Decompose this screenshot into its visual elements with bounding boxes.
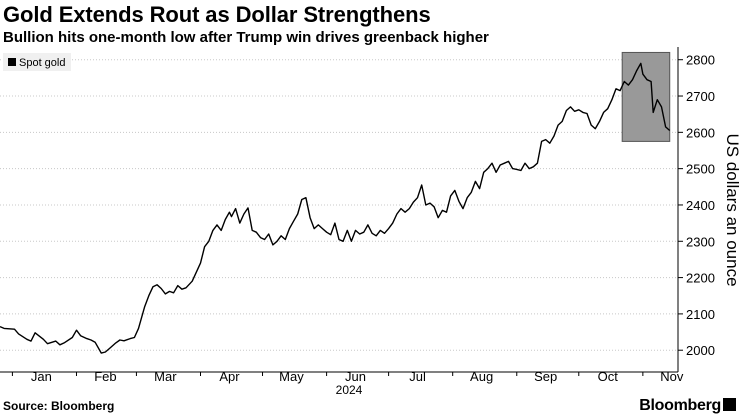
y-tick-label: 2400 bbox=[686, 198, 715, 213]
x-tick-label: Apr bbox=[219, 369, 240, 384]
x-tick-label: Mar bbox=[154, 369, 177, 384]
y-tick-label: 2700 bbox=[686, 89, 715, 104]
legend-box bbox=[3, 53, 71, 71]
highlight-box bbox=[621, 51, 671, 142]
x-tick-label: Oct bbox=[598, 369, 619, 384]
x-tick-label: Feb bbox=[94, 369, 116, 384]
x-tick-label: Nov bbox=[660, 369, 684, 384]
bloomberg-square-icon bbox=[723, 398, 736, 411]
x-tick-label: Aug bbox=[470, 369, 493, 384]
bloomberg-logo: Bloomberg bbox=[639, 397, 736, 415]
legend: Spot gold bbox=[3, 53, 71, 71]
y-tick-label: 2200 bbox=[686, 271, 715, 286]
grid-lines bbox=[0, 59, 678, 351]
y-tick-label: 2000 bbox=[686, 343, 715, 358]
chart-title: Gold Extends Rout as Dollar Strengthens bbox=[3, 2, 431, 27]
x-tick-label: Jun bbox=[345, 369, 366, 384]
chart-subtitle: Bullion hits one-month low after Trump w… bbox=[3, 29, 489, 46]
y-axis-title: US dollars an ounce bbox=[723, 133, 740, 286]
y-tick-label: 2600 bbox=[686, 125, 715, 140]
legend-swatch bbox=[8, 58, 16, 66]
y-tick-label: 2800 bbox=[686, 53, 715, 68]
axes: 2000 2100 2200 2300 2400 2500 2600 2700 2800 Jan F… bbox=[0, 47, 715, 384]
source-note: Source: Bloomberg bbox=[3, 399, 115, 413]
y-tick-label: 2500 bbox=[686, 162, 715, 177]
x-tick-label: Jul bbox=[409, 369, 426, 384]
x-tick-label: Jan bbox=[31, 369, 52, 384]
x-axis-year: 2024 bbox=[336, 383, 363, 397]
brand-label: Bloomberg bbox=[639, 397, 721, 414]
x-tick-label: Sep bbox=[534, 369, 557, 384]
legend-label: Spot gold bbox=[19, 57, 65, 69]
spot-gold-line bbox=[0, 62, 671, 354]
x-tick-label: May bbox=[279, 369, 304, 384]
y-tick-label: 2300 bbox=[686, 234, 715, 249]
y-tick-label: 2100 bbox=[686, 307, 715, 322]
